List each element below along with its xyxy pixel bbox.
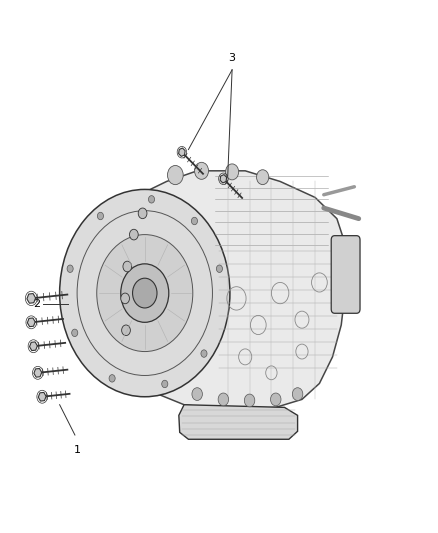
Circle shape [109, 375, 115, 382]
Circle shape [123, 261, 132, 272]
Polygon shape [179, 148, 185, 156]
Circle shape [216, 265, 223, 272]
Circle shape [167, 165, 183, 184]
Text: 1: 1 [74, 445, 81, 455]
Circle shape [130, 229, 138, 240]
Circle shape [121, 264, 169, 322]
Circle shape [192, 387, 202, 400]
Circle shape [97, 212, 103, 220]
Circle shape [191, 217, 198, 225]
Circle shape [133, 278, 157, 308]
Circle shape [194, 163, 208, 179]
Circle shape [148, 196, 155, 203]
Polygon shape [123, 171, 346, 410]
Circle shape [257, 169, 269, 184]
Polygon shape [34, 368, 42, 377]
Circle shape [271, 393, 281, 406]
FancyBboxPatch shape [331, 236, 360, 313]
Circle shape [122, 325, 131, 336]
Text: 2: 2 [33, 298, 40, 309]
Circle shape [72, 329, 78, 336]
Polygon shape [38, 392, 46, 401]
Circle shape [244, 394, 255, 407]
Circle shape [162, 380, 168, 387]
Polygon shape [220, 175, 226, 183]
Circle shape [218, 393, 229, 406]
Circle shape [138, 208, 147, 219]
Polygon shape [179, 405, 297, 439]
Polygon shape [27, 318, 35, 327]
Polygon shape [29, 342, 37, 351]
Polygon shape [27, 294, 35, 303]
Circle shape [226, 164, 239, 180]
Circle shape [67, 265, 73, 272]
Text: 3: 3 [229, 53, 236, 63]
Circle shape [60, 189, 230, 397]
Circle shape [292, 387, 303, 400]
Circle shape [201, 350, 207, 357]
Circle shape [97, 235, 193, 352]
Circle shape [121, 293, 130, 304]
